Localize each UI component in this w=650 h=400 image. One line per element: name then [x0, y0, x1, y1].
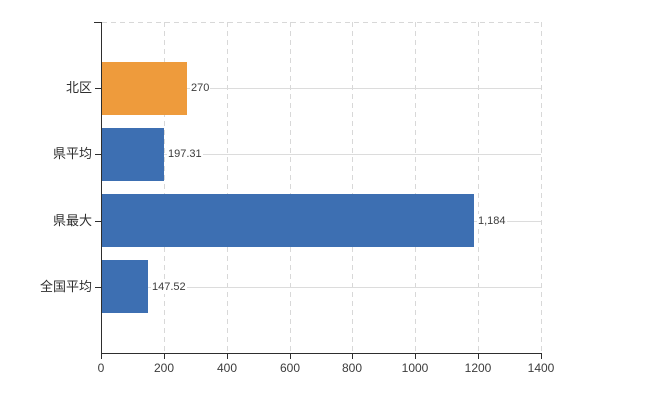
y-tick-mark [95, 221, 101, 222]
x-tick-label: 1200 [464, 361, 492, 375]
y-tick-mark [95, 287, 101, 288]
category-label: 全国平均 [39, 279, 92, 294]
x-tick-label: 600 [279, 361, 301, 375]
category-label: 県最大 [52, 213, 92, 228]
x-tick-mark [164, 354, 165, 359]
value-label: 147.52 [151, 280, 187, 294]
value-label: 1,184 [477, 214, 507, 228]
bar [102, 128, 164, 181]
value-label: 270 [190, 81, 211, 95]
gridline [352, 22, 353, 353]
y-tick-mark [95, 154, 101, 155]
x-tick-label: 1400 [527, 361, 555, 375]
gridline [541, 22, 542, 353]
x-tick-label: 0 [97, 361, 105, 375]
bar [102, 194, 474, 247]
gridline [164, 22, 165, 353]
x-tick-mark [478, 354, 479, 359]
gridline [290, 22, 291, 353]
x-tick-mark [541, 354, 542, 359]
gridline [102, 154, 541, 155]
x-tick-label: 800 [341, 361, 363, 375]
gridline [478, 22, 479, 353]
y-tick-mark [95, 88, 101, 89]
x-tick-mark [415, 354, 416, 359]
category-label: 県平均 [52, 146, 92, 161]
x-axis [101, 353, 542, 354]
x-tick-label: 400 [216, 361, 238, 375]
bar [102, 62, 187, 115]
gridline [102, 287, 541, 288]
x-tick-label: 1000 [401, 361, 429, 375]
bar [102, 260, 148, 313]
gridline-top [102, 22, 541, 23]
category-label: 北区 [65, 80, 92, 95]
x-tick-mark [227, 354, 228, 359]
y-axis-end-tick [94, 22, 101, 23]
x-tick-label: 200 [153, 361, 175, 375]
x-tick-mark [352, 354, 353, 359]
gridline [415, 22, 416, 353]
x-tick-mark [290, 354, 291, 359]
x-tick-mark [101, 354, 102, 359]
gridline [102, 88, 541, 89]
gridline [227, 22, 228, 353]
value-label: 197.31 [167, 147, 203, 161]
y-axis [101, 22, 102, 358]
